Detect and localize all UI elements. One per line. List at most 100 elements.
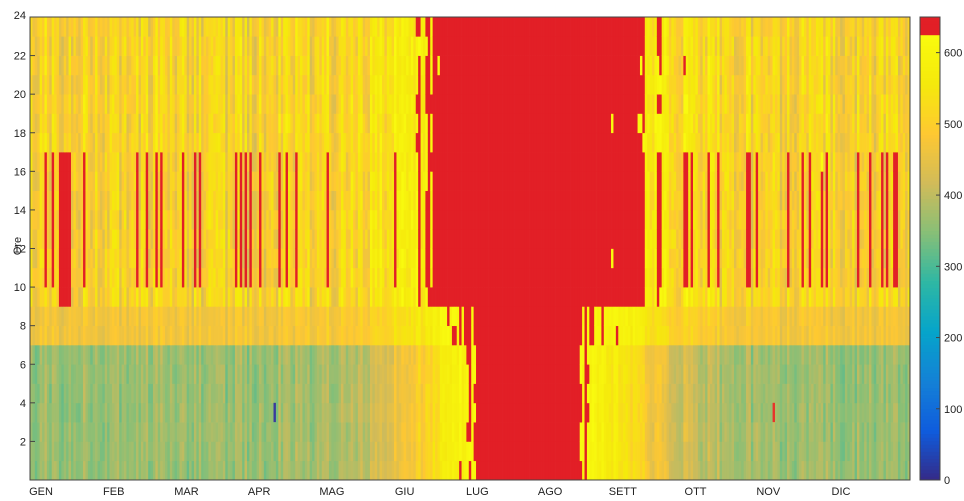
heatmap-cell: [297, 287, 301, 307]
heatmap-cell: [186, 152, 190, 172]
heatmap-cell: [488, 171, 491, 191]
heatmap-cell: [95, 190, 98, 211]
heatmap-cell: [181, 344, 185, 365]
heatmap-cell: [285, 267, 289, 288]
heatmap-cell: [133, 441, 137, 462]
heatmap-cell: [396, 190, 400, 211]
heatmap-cell: [34, 325, 38, 346]
heatmap-cell: [418, 17, 421, 37]
heatmap-cell: [302, 344, 306, 365]
heatmap-cell: [435, 460, 438, 481]
heatmap-cell: [345, 325, 349, 346]
heatmap-cell: [56, 287, 60, 307]
heatmap-cell: [220, 383, 224, 404]
heatmap-cell: [99, 267, 103, 288]
heatmap-cell: [111, 344, 115, 365]
heatmap-cell: [136, 209, 139, 230]
heatmap-cell: [165, 402, 168, 423]
heatmap-cell: [111, 36, 115, 56]
heatmap-cell: [403, 132, 407, 153]
heatmap-cell: [297, 441, 301, 462]
heatmap-cell: [437, 113, 441, 134]
heatmap-cell: [466, 152, 470, 172]
heatmap-cell: [459, 402, 462, 423]
heatmap-cell: [485, 248, 489, 269]
heatmap-cell: [338, 190, 342, 211]
heatmap-cell: [218, 267, 221, 288]
heatmap-cell: [280, 74, 284, 95]
heatmap-cell: [83, 364, 86, 384]
heatmap-cell: [220, 36, 224, 56]
heatmap-cell: [278, 287, 282, 307]
heatmap-cell: [415, 209, 419, 230]
heatmap-cell: [328, 441, 332, 462]
heatmap-cell: [124, 132, 127, 153]
heatmap-cell: [208, 441, 212, 462]
heatmap-cell: [90, 229, 94, 249]
heatmap-cell: [237, 325, 241, 346]
heatmap-cell: [244, 132, 248, 153]
heatmap-cell: [246, 229, 250, 249]
heatmap-cell: [350, 55, 354, 76]
heatmap-cell: [109, 113, 113, 134]
heatmap-cell: [290, 364, 294, 384]
heatmap-cell: [124, 36, 127, 56]
heatmap-cell: [152, 94, 156, 114]
heatmap-cell: [203, 36, 207, 56]
heatmap-cell: [427, 36, 431, 56]
heatmap-cell: [56, 152, 60, 172]
heatmap-cell: [369, 306, 373, 327]
heatmap-cell: [285, 36, 289, 56]
heatmap-cell: [384, 17, 388, 37]
heatmap-cell: [222, 248, 226, 269]
heatmap-cell: [512, 364, 515, 384]
heatmap-cell: [478, 209, 482, 230]
heatmap-cell: [427, 74, 431, 95]
heatmap-cell: [437, 422, 441, 442]
heatmap-cell: [341, 267, 344, 288]
heatmap-cell: [316, 94, 320, 114]
heatmap-cell: [449, 74, 453, 95]
heatmap-cell: [157, 171, 161, 191]
heatmap-cell: [314, 422, 318, 442]
heatmap-cell: [244, 74, 248, 95]
heatmap-cell: [46, 55, 50, 76]
heatmap-cell: [309, 171, 313, 191]
heatmap-cell: [251, 36, 255, 56]
heatmap-cell: [263, 74, 267, 95]
heatmap-cell: [46, 441, 50, 462]
heatmap-cell: [483, 364, 487, 384]
heatmap-cell: [244, 402, 248, 423]
heatmap-cell: [490, 422, 494, 442]
heatmap-cell: [459, 55, 462, 76]
heatmap-cell: [485, 229, 489, 249]
heatmap-cell: [514, 209, 518, 230]
heatmap-cell: [398, 36, 402, 56]
heatmap-cell: [476, 190, 479, 211]
heatmap-cell: [148, 171, 151, 191]
heatmap-cell: [514, 267, 518, 288]
heatmap-cell: [379, 460, 383, 481]
heatmap-cell: [49, 209, 53, 230]
heatmap-cell: [396, 460, 400, 481]
heatmap-cell: [32, 190, 36, 211]
heatmap-cell: [401, 460, 405, 481]
heatmap-cell: [73, 325, 77, 346]
heatmap-cell: [302, 94, 306, 114]
heatmap-cell: [148, 248, 151, 269]
heatmap-cell: [107, 171, 110, 191]
heatmap-cell: [160, 364, 163, 384]
heatmap-cell: [138, 402, 142, 423]
heatmap-cell: [490, 113, 494, 134]
heatmap-cell: [353, 402, 356, 423]
heatmap-cell: [300, 441, 303, 462]
heatmap-cell: [439, 55, 443, 76]
heatmap-cell: [138, 267, 142, 288]
heatmap-cell: [350, 344, 354, 365]
heatmap-cell: [437, 152, 441, 172]
heatmap-cell: [341, 460, 344, 481]
heatmap-cell: [406, 229, 409, 249]
heatmap-cell: [66, 344, 69, 365]
heatmap-cell: [143, 209, 147, 230]
heatmap-cell: [377, 287, 380, 307]
